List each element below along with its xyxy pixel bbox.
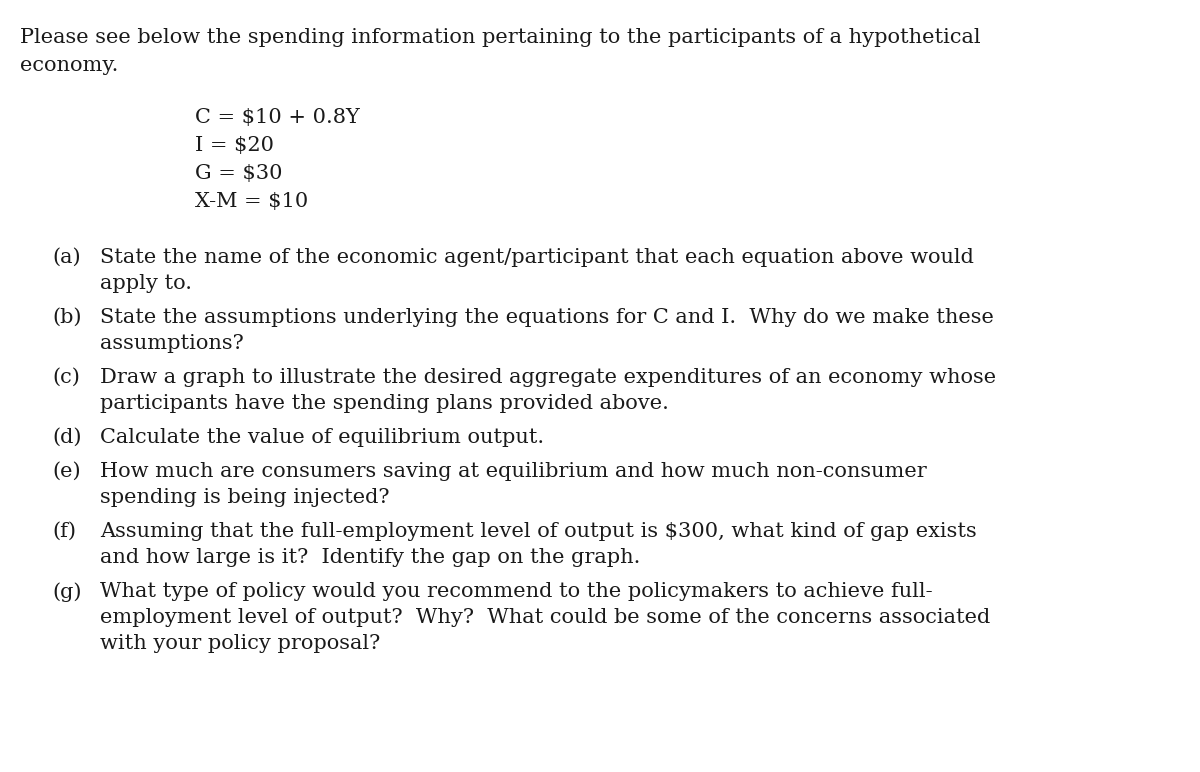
Text: (d): (d) (52, 428, 82, 447)
Text: C = $10 + 0.8Y: C = $10 + 0.8Y (194, 108, 360, 127)
Text: and how large is it?  Identify the gap on the graph.: and how large is it? Identify the gap on… (100, 548, 641, 567)
Text: (g): (g) (52, 582, 82, 601)
Text: What type of policy would you recommend to the policymakers to achieve full-: What type of policy would you recommend … (100, 582, 932, 601)
Text: (c): (c) (52, 368, 80, 387)
Text: I = $20: I = $20 (194, 136, 274, 155)
Text: X-M = $10: X-M = $10 (194, 192, 308, 211)
Text: State the assumptions underlying the equations for C and I.  Why do we make thes: State the assumptions underlying the equ… (100, 308, 994, 327)
Text: (f): (f) (52, 522, 76, 541)
Text: participants have the spending plans provided above.: participants have the spending plans pro… (100, 394, 668, 413)
Text: (e): (e) (52, 462, 80, 481)
Text: (b): (b) (52, 308, 82, 327)
Text: State the name of the economic agent/participant that each equation above would: State the name of the economic agent/par… (100, 248, 974, 267)
Text: economy.: economy. (20, 56, 119, 75)
Text: Draw a graph to illustrate the desired aggregate expenditures of an economy whos: Draw a graph to illustrate the desired a… (100, 368, 996, 387)
Text: assumptions?: assumptions? (100, 334, 244, 353)
Text: employment level of output?  Why?  What could be some of the concerns associated: employment level of output? Why? What co… (100, 608, 990, 627)
Text: (a): (a) (52, 248, 80, 267)
Text: with your policy proposal?: with your policy proposal? (100, 634, 380, 653)
Text: Please see below the spending information pertaining to the participants of a hy: Please see below the spending informatio… (20, 28, 980, 47)
Text: Assuming that the full-employment level of output is $300, what kind of gap exis: Assuming that the full-employment level … (100, 522, 977, 541)
Text: Calculate the value of equilibrium output.: Calculate the value of equilibrium outpu… (100, 428, 544, 447)
Text: spending is being injected?: spending is being injected? (100, 488, 390, 507)
Text: How much are consumers saving at equilibrium and how much non-consumer: How much are consumers saving at equilib… (100, 462, 926, 481)
Text: apply to.: apply to. (100, 274, 192, 293)
Text: G = $30: G = $30 (194, 164, 282, 183)
